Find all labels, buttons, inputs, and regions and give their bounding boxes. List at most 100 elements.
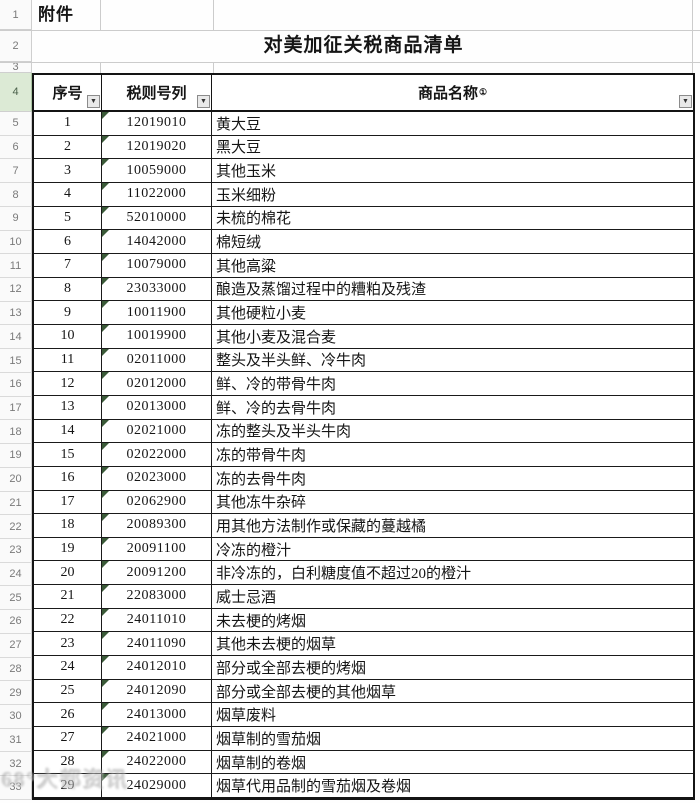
cell-tariff-code[interactable]: 11022000: [102, 182, 212, 206]
cell-product-name[interactable]: 用其他方法制作或保藏的蔓越橘: [216, 518, 427, 535]
cell-serial-number[interactable]: 20: [34, 561, 102, 585]
cell-serial-number[interactable]: 21: [34, 585, 102, 608]
cell-product-name[interactable]: 其他硬粒小麦: [216, 306, 307, 323]
cell-tariff-code[interactable]: 24013000: [102, 703, 212, 727]
row-header[interactable]: 10: [0, 230, 32, 255]
cell-serial-number[interactable]: 27: [34, 727, 102, 750]
row-header[interactable]: 23: [0, 538, 32, 563]
cell-product-name[interactable]: 部分或全部去梗的其他烟草: [216, 684, 397, 701]
column-header-product-name[interactable]: 商品名称 ① ▼: [212, 75, 693, 110]
cell-serial-number[interactable]: 8: [34, 277, 102, 301]
row-header[interactable]: 13: [0, 301, 32, 326]
cell-tariff-code[interactable]: 02011000: [102, 348, 212, 372]
cell-serial-number[interactable]: 12: [34, 372, 102, 395]
cell-product-name[interactable]: 冻的整头及半头牛肉: [216, 424, 352, 441]
cell-serial-number[interactable]: 9: [34, 301, 102, 324]
cell-tariff-code[interactable]: 20091200: [102, 561, 212, 585]
column-header-serial[interactable]: 序号 ▼: [34, 75, 102, 110]
cell-tariff-code[interactable]: 02062900: [102, 490, 212, 514]
row-header[interactable]: 16: [0, 372, 32, 397]
cell-tariff-code[interactable]: 10059000: [102, 159, 212, 182]
cell-tariff-code[interactable]: 23033000: [102, 277, 212, 301]
row-header[interactable]: 29: [0, 681, 32, 705]
cell-serial-number[interactable]: 1: [34, 112, 102, 135]
row-header[interactable]: 27: [0, 633, 32, 658]
row-header[interactable]: 5: [0, 112, 32, 136]
row-header[interactable]: 12: [0, 278, 32, 302]
cell-serial-number[interactable]: 16: [34, 466, 102, 490]
row-header[interactable]: 20: [0, 467, 32, 492]
cell-tariff-code[interactable]: 10011900: [102, 301, 212, 324]
row-header[interactable]: 17: [0, 396, 32, 421]
cell-product-name[interactable]: 非冷冻的，白利糖度值不超过20的橙汁: [216, 566, 472, 583]
row-header[interactable]: 7: [0, 159, 32, 184]
cell-serial-number[interactable]: 4: [34, 182, 102, 206]
cell-tariff-code[interactable]: 20091100: [102, 537, 212, 561]
row-header[interactable]: 30: [0, 704, 32, 729]
cell-tariff-code[interactable]: 24012010: [102, 656, 212, 679]
cell-serial-number[interactable]: 22: [34, 608, 102, 632]
cell-tariff-code[interactable]: 24021000: [102, 727, 212, 750]
row-header[interactable]: 8: [0, 183, 32, 207]
cell-serial-number[interactable]: 3: [34, 159, 102, 182]
cell-tariff-code[interactable]: 14042000: [102, 230, 212, 253]
cell-tariff-code[interactable]: 24029000: [102, 774, 212, 798]
cell-serial-number[interactable]: 7: [34, 253, 102, 277]
row-header[interactable]: 25: [0, 586, 32, 611]
cell-tariff-code[interactable]: 02021000: [102, 419, 212, 443]
cell-product-name[interactable]: 其他小麦及混合麦: [216, 329, 337, 346]
cell-product-name[interactable]: 棉短绒: [216, 235, 262, 252]
row-header[interactable]: 24: [0, 562, 32, 587]
cell-serial-number[interactable]: 6: [34, 230, 102, 253]
cell-serial-number[interactable]: 14: [34, 419, 102, 443]
cell-product-name[interactable]: 酿造及蒸馏过程中的糟粕及残渣: [216, 282, 427, 299]
cell-tariff-code[interactable]: 10019900: [102, 324, 212, 348]
cell-serial-number[interactable]: 26: [34, 703, 102, 727]
cell-tariff-code[interactable]: 10079000: [102, 253, 212, 277]
cell-product-name[interactable]: 冻的带骨牛肉: [216, 448, 307, 465]
cell-serial-number[interactable]: 23: [34, 632, 102, 656]
cell-serial-number[interactable]: 25: [34, 679, 102, 703]
cell-product-name[interactable]: 其他冻牛杂碎: [216, 495, 307, 512]
row-header[interactable]: 9: [0, 206, 32, 231]
filter-dropdown-icon[interactable]: ▼: [197, 95, 210, 108]
cell-serial-number[interactable]: 17: [34, 490, 102, 514]
cell-serial-number[interactable]: 10: [34, 324, 102, 348]
row-header-2[interactable]: 2: [0, 30, 32, 62]
cell-product-name[interactable]: 其他未去梗的烟草: [216, 637, 337, 654]
cell-serial-number[interactable]: 19: [34, 537, 102, 561]
cell-serial-number[interactable]: 13: [34, 395, 102, 419]
filter-dropdown-icon[interactable]: ▼: [679, 95, 692, 108]
cell-serial-number[interactable]: 29: [34, 774, 102, 798]
cell-tariff-code[interactable]: 12019020: [102, 135, 212, 159]
row-header-1[interactable]: 1: [0, 0, 32, 30]
page-title[interactable]: 对美加征关税商品清单: [263, 35, 464, 56]
cell-product-name[interactable]: 整头及半头鲜、冷牛肉: [216, 353, 367, 370]
row-header[interactable]: 6: [0, 135, 32, 160]
row-header[interactable]: 21: [0, 491, 32, 516]
cell-product-name[interactable]: 烟草制的卷烟: [216, 755, 307, 772]
cell-tariff-code[interactable]: 24011090: [102, 632, 212, 656]
cell-product-name[interactable]: 鲜、冷的带骨牛肉: [216, 377, 337, 394]
cell-product-name[interactable]: 未梳的棉花: [216, 211, 292, 228]
row-header[interactable]: 31: [0, 728, 32, 753]
column-header-tariff-code[interactable]: 税则号列 ▼: [102, 75, 212, 110]
cell-tariff-code[interactable]: 52010000: [102, 206, 212, 230]
filter-dropdown-icon[interactable]: ▼: [87, 95, 100, 108]
cell-tariff-code[interactable]: 02013000: [102, 395, 212, 419]
cell-tariff-code[interactable]: 24022000: [102, 750, 212, 774]
cell-product-name[interactable]: 其他高粱: [216, 258, 277, 275]
row-header[interactable]: 32: [0, 752, 32, 777]
row-header-3[interactable]: 3: [0, 62, 32, 73]
row-header[interactable]: 15: [0, 349, 32, 373]
row-header[interactable]: 26: [0, 610, 32, 634]
cell-tariff-code[interactable]: 24011010: [102, 608, 212, 632]
cell-product-name[interactable]: 未去梗的烤烟: [216, 613, 307, 630]
cell-product-name[interactable]: 威士忌酒: [216, 589, 277, 606]
cell-product-name[interactable]: 其他玉米: [216, 164, 277, 181]
cell-tariff-code[interactable]: 02023000: [102, 466, 212, 490]
row-header[interactable]: 19: [0, 444, 32, 468]
cell-serial-number[interactable]: 2: [34, 135, 102, 159]
cell-tariff-code[interactable]: 22083000: [102, 585, 212, 608]
cell-product-name[interactable]: 部分或全部去梗的烤烟: [216, 660, 367, 677]
